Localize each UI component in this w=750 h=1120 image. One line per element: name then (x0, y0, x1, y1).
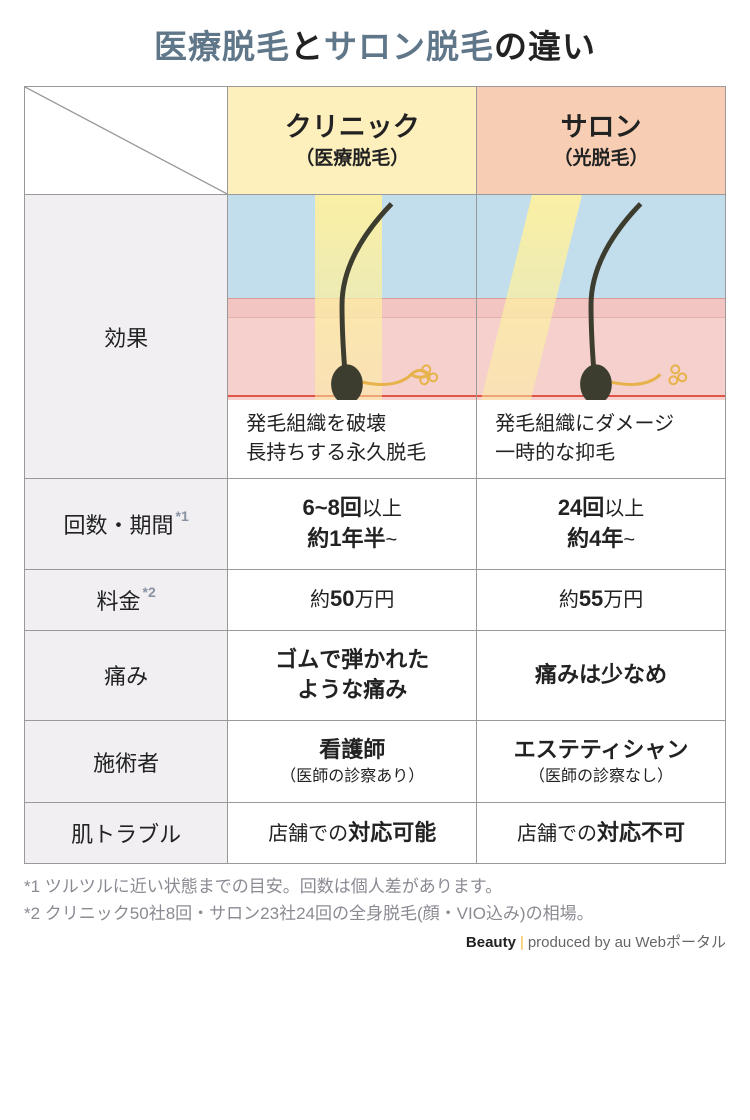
hair-diagram-salon (477, 195, 725, 400)
trouble-clinic-bold: 対応可能 (348, 820, 436, 845)
pain-salon: 痛みは少なめ (477, 630, 726, 721)
row-trouble: 肌トラブル 店舗での対応可能 店舗での対応不可 (25, 803, 726, 864)
header-clinic: クリニック （医療脱毛） (228, 87, 477, 195)
footnote-2: *2 クリニック50社8回・サロン23社24回の全身脱毛(顔・VIO込み)の相場… (24, 901, 726, 927)
hair-follicle-icon (228, 195, 476, 400)
comparison-table: クリニック （医療脱毛） サロン （光脱毛） 効果 (24, 86, 726, 864)
sessions-clinic-l2t: ~ (385, 529, 397, 551)
sessions-clinic-l2b: 約1年半 (307, 526, 385, 551)
trouble-salon: 店舗での対応不可 (477, 803, 726, 864)
label-staff: 施術者 (25, 721, 228, 803)
effect-salon: 発毛組織にダメージ 一時的な抑毛 (477, 195, 726, 479)
effect-salon-text: 発毛組織にダメージ 一時的な抑毛 (477, 400, 725, 478)
sessions-salon-bold: 24回 (558, 495, 604, 520)
footnote-1: *1 ツルツルに近い状態までの目安。回数は個人差があります。 (24, 874, 726, 900)
price-clinic-tail: 万円 (354, 589, 394, 611)
label-pain: 痛み (25, 630, 228, 721)
row-staff: 施術者 看護師 （医師の診察あり） エステティシャン （医師の診察なし） (25, 721, 726, 803)
effect-clinic-l2: 長持ちする永久脱毛 (246, 442, 426, 464)
label-price-text: 料金 (97, 589, 141, 614)
pain-clinic-l1: ゴムで弾かれた (275, 647, 429, 672)
sessions-clinic: 6~8回以上 約1年半~ (228, 479, 477, 570)
title-connector1: と (290, 28, 324, 65)
staff-salon-note: （医師の診察なし） (485, 766, 717, 788)
label-trouble: 肌トラブル (25, 803, 228, 864)
sessions-salon-l2t: ~ (623, 529, 635, 551)
trouble-clinic-pre: 店舗での (268, 823, 348, 845)
header-clinic-sub: （医療脱毛） (236, 146, 468, 172)
price-salon: 約55万円 (477, 569, 726, 630)
header-salon-sub: （光脱毛） (485, 146, 717, 172)
title-part2: サロン脱毛 (324, 28, 494, 65)
label-price: 料金*2 (25, 569, 228, 630)
price-salon-bold: 55 (579, 586, 603, 611)
hair-diagram-clinic (228, 195, 476, 400)
pain-clinic: ゴムで弾かれた ような痛み (228, 630, 477, 721)
page-title: 医療脱毛とサロン脱毛の違い (24, 20, 726, 68)
header-salon-main: サロン (561, 112, 642, 142)
sessions-clinic-tail: 以上 (362, 498, 402, 520)
sessions-salon-l2b: 約4年 (567, 526, 623, 551)
title-part1: 医療脱毛 (154, 28, 290, 65)
staff-clinic-note: （医師の診察あり） (236, 766, 468, 788)
diagonal-line-icon (25, 87, 227, 194)
price-clinic: 約50万円 (228, 569, 477, 630)
label-price-sup: *2 (143, 584, 156, 600)
pain-clinic-l2: ような痛み (297, 677, 407, 702)
row-effect: 効果 発毛組織を破壊 長持ちする永久脱毛 (25, 195, 726, 479)
staff-salon-bold: エステティシャン (514, 737, 689, 762)
row-pain: 痛み ゴムで弾かれた ような痛み 痛みは少なめ (25, 630, 726, 721)
row-price: 料金*2 約50万円 約55万円 (25, 569, 726, 630)
credit-line: Beauty|produced by au Webポータル (24, 931, 726, 952)
effect-clinic-text: 発毛組織を破壊 長持ちする永久脱毛 (228, 400, 476, 478)
header-salon: サロン （光脱毛） (477, 87, 726, 195)
row-sessions: 回数・期間*1 6~8回以上 約1年半~ 24回以上 約4年~ (25, 479, 726, 570)
trouble-clinic: 店舗での対応可能 (228, 803, 477, 864)
sessions-salon-tail: 以上 (604, 498, 644, 520)
corner-cell (25, 87, 228, 195)
credit-separator-icon: | (520, 934, 524, 951)
price-clinic-bold: 50 (330, 586, 354, 611)
credit-rest: produced by au Webポータル (528, 934, 726, 951)
title-connector2: の違い (494, 28, 596, 65)
price-salon-tail: 万円 (603, 589, 643, 611)
hair-follicle-icon (477, 195, 725, 400)
effect-clinic: 発毛組織を破壊 長持ちする永久脱毛 (228, 195, 477, 479)
trouble-salon-bold: 対応不可 (597, 820, 685, 845)
staff-clinic: 看護師 （医師の診察あり） (228, 721, 477, 803)
label-sessions: 回数・期間*1 (25, 479, 228, 570)
effect-salon-l1: 発毛組織にダメージ (495, 413, 674, 435)
credit-brand: Beauty (466, 934, 516, 951)
effect-clinic-l1: 発毛組織を破壊 (246, 413, 386, 435)
header-row: クリニック （医療脱毛） サロン （光脱毛） (25, 87, 726, 195)
label-sessions-sup: *1 (176, 508, 189, 524)
staff-salon: エステティシャン （医師の診察なし） (477, 721, 726, 803)
effect-salon-l2: 一時的な抑毛 (495, 442, 615, 464)
label-effect: 効果 (25, 195, 228, 479)
trouble-salon-pre: 店舗での (517, 823, 597, 845)
pain-salon-l1: 痛みは少なめ (535, 662, 667, 687)
price-clinic-pre: 約 (310, 589, 330, 611)
price-salon-pre: 約 (559, 589, 579, 611)
header-clinic-main: クリニック (285, 112, 420, 142)
footnotes: *1 ツルツルに近い状態までの目安。回数は個人差があります。 *2 クリニック5… (24, 874, 726, 927)
sessions-clinic-bold: 6~8回 (303, 495, 362, 520)
label-sessions-text: 回数・期間 (64, 513, 174, 538)
staff-clinic-bold: 看護師 (319, 737, 385, 762)
sessions-salon: 24回以上 約4年~ (477, 479, 726, 570)
